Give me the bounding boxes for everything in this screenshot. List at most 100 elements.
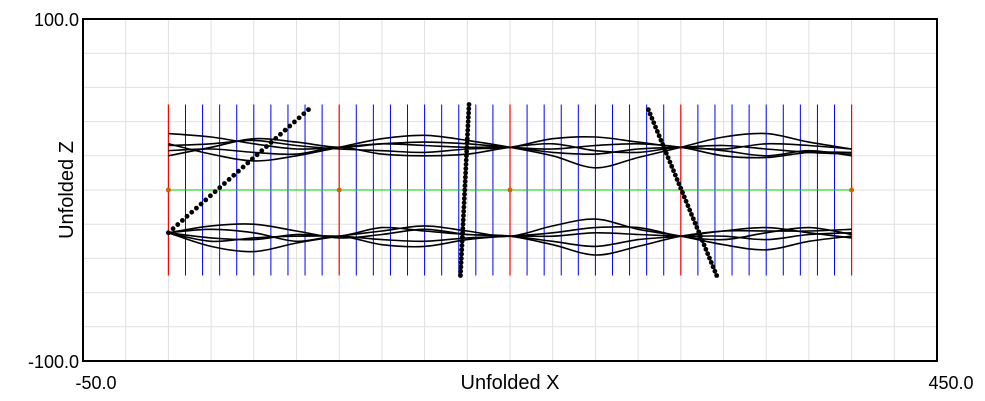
dotted-line-3-dot (689, 211, 694, 217)
dotted-line-2-dot (464, 144, 470, 150)
dotted-line-3-dot (658, 137, 664, 143)
y-axis-title: Unfolded Z (56, 141, 78, 239)
dotted-line-3-dot (662, 146, 667, 152)
dotted-line-2-dot (462, 183, 468, 189)
dotted-line-1-dot (301, 111, 307, 117)
x-axis-title: Unfolded X (461, 372, 560, 394)
dotted-line-2-dot (460, 221, 466, 227)
dotted-line-3-dot (672, 172, 678, 178)
dotted-line-2-dot (462, 174, 468, 180)
dotted-line-1-dot (170, 226, 176, 232)
dotted-line-2-dot (466, 102, 472, 107)
dotted-line-1-dot (296, 115, 302, 121)
centerline-marker (336, 187, 342, 193)
dotted-line-2-dot (460, 226, 466, 231)
dotted-line-1-dot (194, 205, 199, 211)
y-tick-label-top: 100.0 (34, 10, 79, 30)
dotted-line-1-dot (208, 193, 213, 199)
dotted-line-2-dot (463, 166, 469, 172)
dotted-line-3-dot (683, 198, 689, 204)
dotted-line-2-dot (465, 119, 471, 124)
dotted-line-2-dot (464, 140, 470, 146)
dotted-line-2-dot (462, 179, 468, 184)
dotted-line-3-dot (645, 107, 651, 113)
dotted-line-2-dot (460, 230, 466, 236)
dotted-line-1-dot (217, 185, 223, 191)
dotted-line-3-dot (687, 207, 693, 213)
dotted-line-2-dot (464, 149, 470, 154)
dotted-line-2-dot (458, 268, 464, 274)
lower-band-curve-5 (168, 225, 852, 243)
dotted-line-1-dot (166, 230, 171, 236)
dotted-line-1-dot (273, 135, 279, 141)
dotted-line-1-dot (240, 164, 246, 170)
dotted-line-3-dot (671, 168, 676, 174)
plot-frame (82, 18, 938, 362)
dotted-line-2-dot (460, 217, 466, 223)
dotted-line-1-dot (222, 181, 227, 186)
upper-band-curve-5 (168, 137, 852, 159)
dotted-line-3-dot (665, 155, 671, 161)
y-tick-label-bottom: -100.0 (28, 352, 79, 372)
dotted-line-2-dot (458, 264, 464, 270)
dotted-line-1-dot (264, 144, 269, 149)
dotted-line-1-dot (306, 107, 311, 113)
dotted-line-3-dot (714, 273, 720, 278)
dotted-line-2-dot (459, 243, 465, 248)
dotted-line-3-dot (701, 242, 707, 248)
dotted-line-3-dot (705, 251, 711, 257)
dotted-line-2-dot (464, 136, 470, 142)
dotted-line-2-dot (465, 127, 471, 133)
dotted-line-2-dot (466, 110, 471, 116)
dotted-line-2-dot (464, 153, 469, 159)
dotted-line-2-dot (461, 213, 466, 219)
dotted-line-3-dot (707, 255, 712, 261)
dotted-line-2-dot (458, 260, 464, 266)
dotted-line-2-dot (461, 204, 467, 210)
dotted-line-1-dot (184, 213, 190, 219)
dotted-line-1-dot (236, 168, 241, 174)
dotted-line-2-dot (462, 187, 468, 193)
dotted-line-1-dot (292, 119, 297, 125)
dotted-line-2-dot (465, 132, 470, 137)
dotted-line-2-dot (463, 161, 469, 167)
dotted-line-2-dot (463, 157, 469, 163)
dotted-line-3-dot (681, 194, 687, 200)
dotted-line-3-dot (651, 120, 657, 126)
centerline-marker (849, 187, 855, 193)
x-tick-label-right: 450.0 (928, 373, 973, 393)
dotted-line-1-dot (254, 152, 260, 158)
dotted-lines-layer (166, 102, 720, 278)
dotted-line-3-dot (712, 268, 718, 274)
centerline-marker (507, 187, 513, 193)
dotted-line-1-dot (203, 197, 209, 203)
curves-layer (168, 132, 852, 256)
dotted-line-3-dot (678, 185, 684, 191)
dotted-line-3-dot (660, 142, 666, 147)
dotted-line-3-dot (685, 203, 691, 209)
dotted-line-1-dot (198, 201, 204, 207)
dotted-line-1-dot (250, 156, 255, 162)
dotted-line-2-dot (461, 208, 467, 214)
dotted-line-3-dot (654, 129, 660, 134)
dotted-line-1-dot (268, 140, 274, 145)
dotted-line-3-dot (656, 133, 662, 139)
dotted-line-1-dot (282, 127, 288, 133)
dotted-line-3-dot (699, 238, 705, 243)
dotted-line-2-dot (466, 106, 472, 112)
centerline-marker (165, 187, 171, 193)
dotted-line-3-dot (647, 111, 653, 117)
x-tick-label-left: -50.0 (75, 373, 116, 393)
dotted-line-3-dot (676, 181, 682, 187)
dotted-line-1-dot (175, 222, 181, 227)
dotted-line-1-dot (278, 131, 283, 137)
dotted-line-2-dot (461, 200, 467, 206)
dotted-line-3-dot (710, 264, 716, 270)
dotted-line-3-dot (649, 115, 655, 121)
dotted-line-2-dot (458, 273, 463, 278)
dotted-line-3-dot (680, 190, 685, 195)
dotted-line-1-dot (259, 148, 265, 154)
dotted-line-2-dot (462, 191, 467, 197)
dotted-line-3-dot (674, 177, 680, 182)
